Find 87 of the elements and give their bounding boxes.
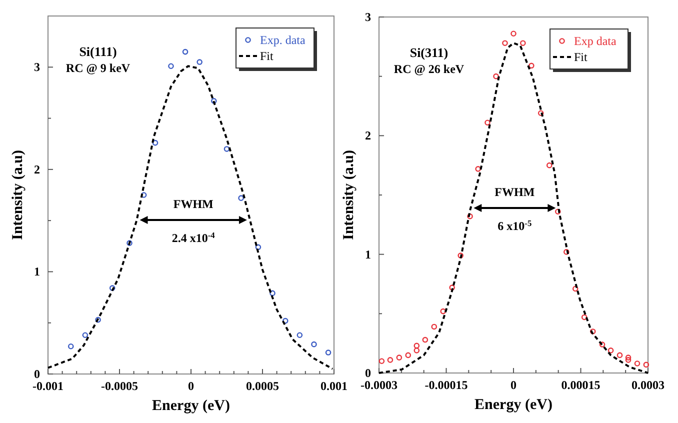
legend-label: Fit: [260, 49, 274, 63]
point: [126, 240, 132, 246]
y-tick-label: 3: [34, 60, 40, 74]
x-tick-label: 0.001: [320, 379, 348, 393]
y-axis-title: Intensity (a.u): [341, 150, 357, 240]
x-tick-label: -0.0005: [101, 379, 138, 393]
point: [422, 336, 428, 343]
point: [95, 316, 101, 323]
point: [224, 146, 230, 152]
point: [510, 30, 516, 37]
point: [475, 166, 481, 172]
x-tick-label: 0: [510, 378, 516, 392]
annotation: RC @ 9 keV: [66, 61, 130, 75]
annotation: FWHM: [494, 185, 535, 200]
point: [564, 249, 570, 255]
point: [311, 341, 317, 348]
point: [554, 208, 561, 215]
annotation: Si(111): [79, 44, 117, 59]
point: [572, 286, 578, 292]
line-series: [47, 65, 334, 370]
annotation: 6 x10$^{-5}$: [498, 218, 532, 234]
y-tick-label: 1: [365, 247, 371, 262]
y-tick-label: 3: [365, 10, 371, 24]
point: [440, 308, 446, 314]
point: [405, 352, 412, 358]
point: [68, 343, 74, 350]
point: [431, 324, 438, 330]
point: [467, 213, 473, 220]
y-tick-label: 2: [365, 128, 371, 143]
y-tick-label: 0: [34, 367, 40, 381]
point: [182, 48, 188, 55]
point: [581, 314, 588, 320]
y-axis-title: Intensity (a.u): [10, 150, 26, 240]
point: [608, 348, 614, 354]
point: [493, 73, 499, 80]
x-tick-label: 0.00015: [561, 378, 600, 392]
point: [546, 162, 552, 168]
point: [643, 362, 650, 368]
point: [502, 40, 508, 46]
x-tick-label: -0.001: [32, 379, 64, 393]
point: [538, 110, 544, 116]
point: [396, 354, 402, 360]
annotation: RC @ 26 keV: [394, 62, 464, 76]
point: [168, 63, 174, 70]
annotation: FWHM: [173, 197, 214, 212]
legend-label: Exp data: [574, 34, 617, 48]
point: [414, 342, 420, 349]
point: [378, 358, 385, 364]
point: [196, 59, 202, 65]
point: [590, 328, 596, 334]
point: [625, 354, 632, 360]
point: [387, 357, 394, 363]
x-tick-label: -0.0003: [360, 378, 398, 392]
point: [210, 98, 217, 104]
x-tick-label: 0.0005: [246, 379, 279, 393]
point: [82, 332, 88, 338]
point: [520, 40, 526, 46]
point: [484, 120, 490, 126]
point: [255, 244, 262, 250]
legend-label: Fit: [574, 50, 588, 64]
point: [140, 192, 147, 198]
point: [616, 352, 623, 358]
point: [458, 252, 464, 258]
x-tick-label: -0.00015: [424, 378, 468, 392]
point: [528, 62, 534, 69]
point: [270, 290, 276, 296]
point: [449, 284, 455, 290]
point: [296, 332, 303, 338]
annotation: 2.4 x10$^{-4}$: [172, 230, 216, 246]
point: [152, 140, 158, 146]
annotation: Si(311): [410, 45, 448, 60]
legend-label: Exp. data: [260, 33, 306, 47]
point: [238, 195, 244, 201]
point: [625, 357, 632, 363]
y-tick-label: 2: [34, 162, 40, 176]
x-tick-label: 0: [188, 379, 194, 393]
point: [282, 318, 288, 324]
point: [109, 285, 116, 291]
y-tick-label: 1: [34, 264, 40, 279]
point: [414, 348, 420, 354]
y-tick-label: 0: [365, 366, 371, 380]
x-axis-title: Energy (eV): [152, 398, 230, 414]
point: [599, 342, 606, 348]
x-tick-label: 0.0003: [632, 378, 664, 392]
x-axis-title: Energy (eV): [474, 397, 552, 413]
point: [634, 360, 640, 366]
point: [325, 350, 332, 356]
